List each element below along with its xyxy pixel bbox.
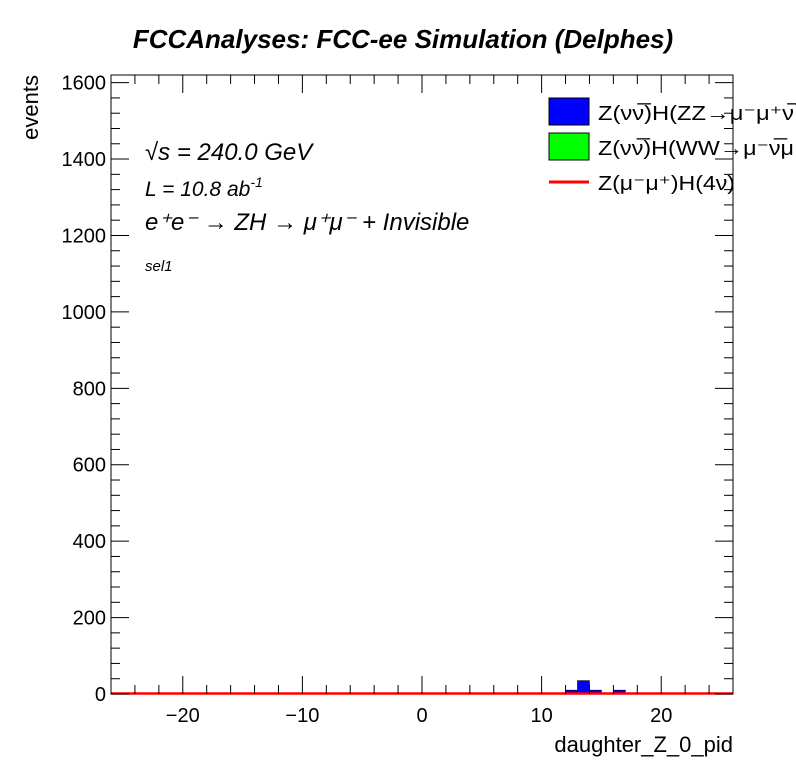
x-tick-label-1: −10 [285,705,319,727]
y-tick-label-4: 800 [73,378,106,400]
chart-title: FCCAnalyses: FCC-ee Simulation (Delphes) [133,24,673,54]
y-tick-label-7: 1400 [62,149,107,171]
legend-label-2: Z(μ⁻μ⁺)H(4ν) [598,173,735,195]
y-tick-label-6: 1200 [62,225,107,247]
x-tick-label-3: 10 [530,705,552,727]
y-tick-label-1: 200 [73,608,106,630]
bar-series-0-bin-1 [577,680,590,695]
annotation-luminosity-base: L = 10.8 ab [145,178,251,201]
annotation-luminosity-exponent: -1 [250,174,262,190]
x-tick-label-0: −20 [166,705,200,727]
plot-area [110,74,734,695]
x-tick-label-2: 0 [416,705,427,727]
legend-label-1: Z(νν̅)H(WW→μ⁻ν̅μ [598,137,794,160]
legend: Z(νν̅)H(ZZ→μ⁻μ⁺ν̅ Z(νν̅)H(WW→μ⁻ν̅μ Z(μ⁻μ⁺)… [548,97,796,195]
y-tick-label-0: 0 [95,684,106,706]
y-tick-label-5: 1000 [62,302,107,324]
y-tick-label-2: 400 [73,531,106,553]
legend-swatch-1 [548,132,590,161]
annotation-selection: sel1 [145,258,173,275]
plot-frame [110,74,734,695]
annotation-luminosity: L = 10.8 ab-1 [145,174,263,201]
y-tick-label-3: 600 [73,455,106,477]
legend-label-0: Z(νν̅)H(ZZ→μ⁻μ⁺ν̅ [598,102,796,125]
x-axis-label: daughter_Z_0_pid [554,732,733,757]
annotation-process: e⁺e⁻ → ZH → μ⁺μ⁻ + Invisible [145,209,469,236]
legend-swatch-0 [548,97,590,126]
histogram-bars [565,680,626,695]
y-axis-label: events [18,75,43,140]
x-tick-label-4: 20 [650,705,672,727]
annotation-sqrt-s: √s = 240.0 GeV [145,139,314,166]
y-tick-label-8: 1600 [62,73,107,95]
